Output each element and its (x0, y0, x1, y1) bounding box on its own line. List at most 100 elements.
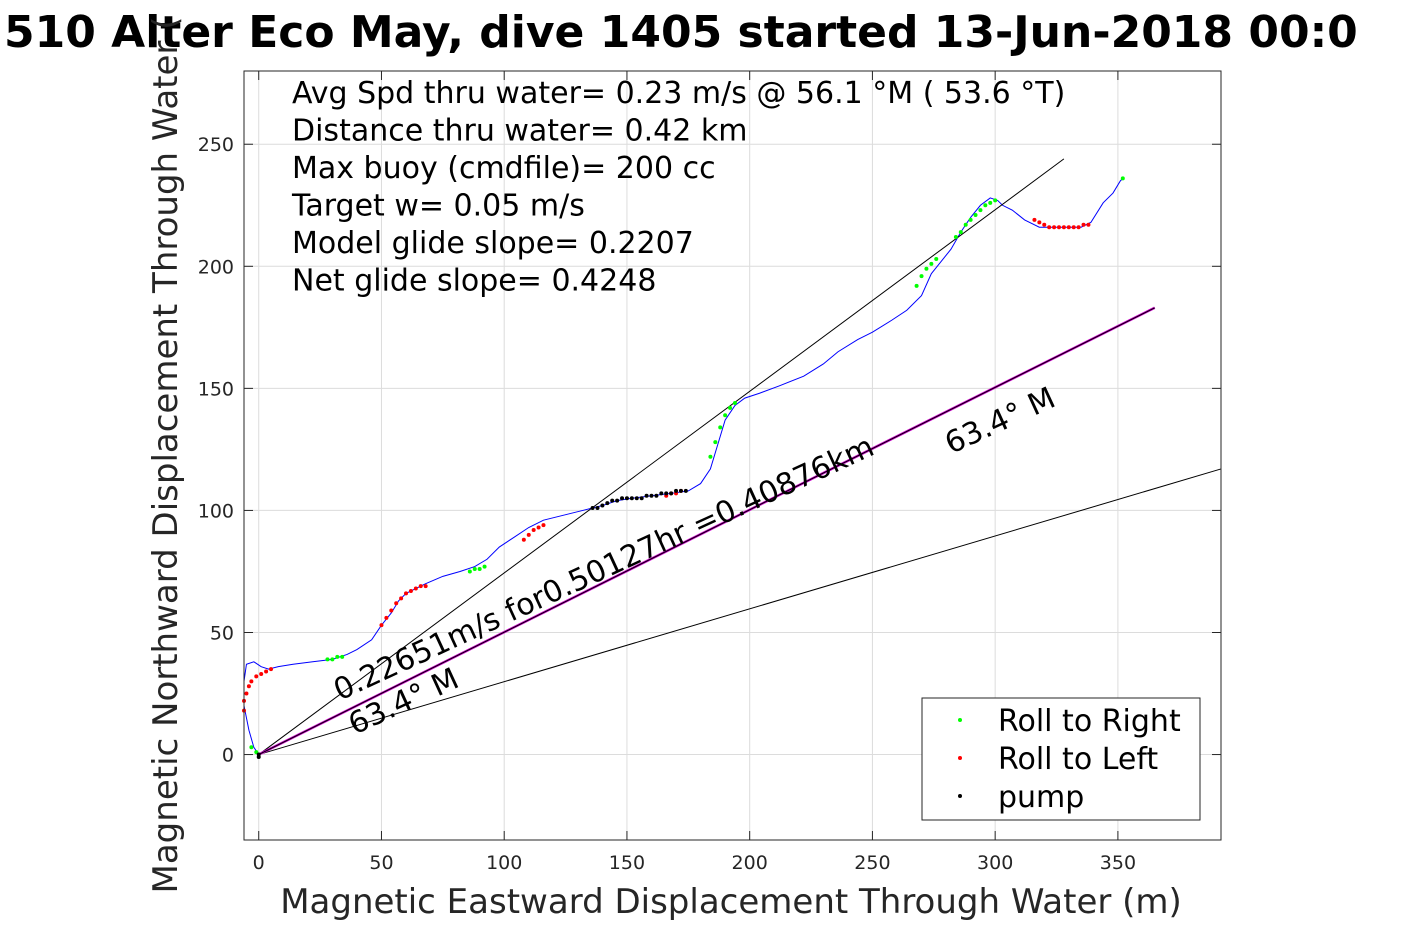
data-point (541, 523, 546, 528)
data-point (1042, 222, 1047, 227)
reference-line (258, 307, 1155, 756)
x-axis-label: Magnetic Eastward Displacement Through W… (280, 882, 1182, 922)
data-point (399, 596, 404, 601)
data-point (634, 496, 639, 501)
plot-annotation: 63.4° M (940, 381, 1061, 462)
data-point (914, 283, 919, 288)
legend-marker (958, 756, 962, 760)
info-text-block: Avg Spd thru water= 0.23 m/s @ 56.1 °M (… (291, 76, 1065, 299)
data-point (335, 654, 340, 659)
data-point (1071, 225, 1076, 230)
data-point (423, 584, 428, 589)
data-point (521, 537, 526, 542)
ticks: 0 50 100 150 200 250 300 350 0 50 100 150 200 250 (198, 71, 1221, 874)
data-point (968, 217, 973, 222)
chart-title: 510 Alter Eco May, dive 1405 started 13-… (4, 7, 1358, 58)
data-point (953, 235, 958, 240)
data-point (330, 657, 335, 662)
info-line: Max buoy (cmdfile)= 200 cc (292, 151, 716, 186)
legend-box (921, 697, 1201, 821)
legend-label: pump (998, 780, 1084, 815)
data-point (728, 405, 733, 410)
data-point (988, 200, 993, 205)
data-point (340, 654, 345, 659)
data-point (325, 657, 330, 662)
x-tick-label: 0 (253, 852, 265, 874)
data-point (477, 567, 482, 572)
data-point (708, 454, 713, 459)
x-tick-label: 250 (854, 852, 890, 874)
data-point (590, 505, 595, 510)
data-point (639, 496, 644, 501)
data-point (1086, 222, 1091, 227)
y-tick-label: 50 (210, 622, 234, 644)
legend-label: Roll to Right (998, 704, 1181, 739)
series-pump (256, 488, 688, 759)
data-point (472, 567, 477, 572)
data-point (629, 496, 634, 501)
data-point (1120, 176, 1125, 181)
data-point (620, 496, 625, 501)
data-point (595, 505, 600, 510)
data-point (379, 623, 384, 628)
data-point (1081, 222, 1086, 227)
legend-marker (958, 718, 962, 722)
annotations: 0.22651m/s for0.50127hr =0.40876km 63.4° … (328, 381, 1060, 743)
data-point (958, 230, 963, 235)
data-point (600, 503, 605, 508)
y-tick-label: 200 (198, 256, 234, 278)
data-point (659, 491, 664, 496)
data-point (246, 684, 251, 689)
y-tick-label: 150 (198, 378, 234, 400)
info-line: Model glide slope= 0.2207 (292, 226, 694, 261)
data-point (404, 591, 409, 596)
data-point (723, 413, 728, 418)
x-tick-label: 350 (1100, 852, 1136, 874)
data-point (531, 527, 536, 532)
x-tick-label: 300 (977, 852, 1013, 874)
data-point (919, 274, 924, 279)
data-point (254, 674, 259, 679)
data-point (654, 493, 659, 498)
data-point (993, 198, 998, 203)
data-point (610, 498, 615, 503)
plot-area (242, 158, 1222, 759)
data-point (526, 532, 531, 537)
data-point (615, 498, 620, 503)
data-point (664, 491, 669, 496)
data-point (683, 488, 688, 493)
info-line: Net glide slope= 0.4248 (292, 264, 656, 299)
data-point (249, 745, 254, 750)
reference-line (258, 158, 1065, 755)
data-point (624, 496, 629, 501)
data-point (983, 203, 988, 208)
data-point (718, 425, 723, 430)
data-point (924, 266, 929, 271)
data-point (536, 525, 541, 530)
data-point (259, 671, 264, 676)
plot-annotation: 0.22651m/s for0.50127hr =0.40876km (328, 429, 879, 708)
data-point (1052, 225, 1057, 230)
x-tick-label: 150 (609, 852, 645, 874)
data-point (934, 256, 939, 261)
data-point (408, 588, 413, 593)
data-point (264, 669, 269, 674)
data-point (605, 501, 610, 506)
series-roll-to-right (249, 176, 1125, 755)
x-tick-label: 50 (369, 852, 393, 874)
legend-label: Roll to Left (998, 742, 1158, 777)
info-line: Target w= 0.05 m/s (291, 189, 585, 224)
x-tick-label: 100 (486, 852, 522, 874)
info-line: Distance thru water= 0.42 km (292, 114, 747, 149)
data-point (1056, 225, 1061, 230)
data-point (254, 750, 259, 755)
y-tick-label: 250 (198, 134, 234, 156)
data-point (244, 691, 249, 696)
axes-box (243, 70, 1222, 841)
data-point (1037, 220, 1042, 225)
data-point (482, 564, 487, 569)
data-point (732, 401, 737, 406)
data-point (1047, 225, 1052, 230)
